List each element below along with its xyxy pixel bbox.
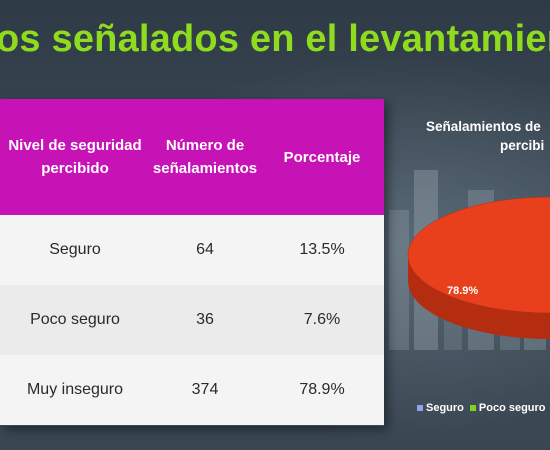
table-header: Nivel de seguridad percibido Número de s… — [0, 99, 384, 215]
table-row: Poco seguro 36 7.6% — [0, 285, 384, 355]
pie-side — [408, 255, 550, 339]
legend-label: Poco seguro — [478, 402, 546, 414]
table-row: Muy inseguro 374 78.9% — [0, 355, 384, 425]
security-table: Nivel de seguridad percibido Número de s… — [0, 99, 384, 426]
chart-title-line1: Señalamientos de — [426, 119, 541, 134]
cell-pct: 13.5% — [299, 241, 345, 258]
slice-muy-inseguro — [407, 196, 550, 314]
cell-count: 374 — [191, 381, 219, 398]
cell-level: Seguro — [49, 241, 101, 258]
header-numero: Número de señalamientos — [152, 137, 258, 177]
pie-chart — [407, 196, 550, 339]
cell-pct: 7.6% — [303, 311, 341, 328]
data-label-muy-inseguro: 78.9% — [447, 285, 479, 297]
cell-count: 36 — [196, 311, 214, 328]
chart-title-line2: percibi — [500, 138, 545, 153]
legend-swatch-seguro — [417, 405, 423, 411]
chart-legend: Seguro Poco seguro — [417, 402, 550, 414]
legend-label: Seguro — [426, 402, 464, 414]
legend-item-seguro: Seguro — [417, 402, 464, 414]
cell-pct: 78.9% — [299, 381, 345, 398]
header-porcentaje: Porcentaje — [283, 148, 361, 166]
legend-item-poco-seguro: Poco seguro — [469, 402, 546, 414]
cell-count: 64 — [196, 241, 214, 258]
table-row: Seguro 64 13.5% — [0, 215, 384, 285]
chart-title: Señalamientos de percibi — [426, 117, 544, 155]
cell-level: Poco seguro — [30, 311, 120, 328]
cell-level: Muy inseguro — [26, 381, 124, 398]
legend-swatch-poco-seguro — [469, 405, 476, 411]
header-nivel: Nivel de seguridad percibido — [8, 137, 142, 177]
slide-title: os señalados en el levantamien — [0, 18, 550, 60]
